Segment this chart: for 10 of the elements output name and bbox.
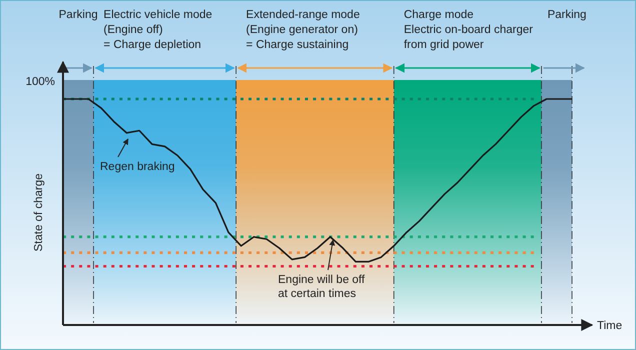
text: Extended-range mode (Engine generator on) = Charge sustaining bbox=[246, 9, 360, 51]
x-axis-title: Time bbox=[597, 320, 622, 332]
text: Parking bbox=[547, 9, 586, 21]
text: Parking bbox=[58, 9, 98, 21]
text: 100% bbox=[26, 76, 55, 88]
text: Electric vehicle mode (Engine off) = Charge depletion bbox=[104, 9, 212, 51]
annotation: Engine will be off at certain times bbox=[278, 274, 366, 300]
annotation: Regen braking bbox=[100, 161, 175, 173]
y-axis-title: State of charge bbox=[33, 174, 45, 252]
text: Charge mode Electric on-board charger from grid power bbox=[404, 9, 534, 51]
